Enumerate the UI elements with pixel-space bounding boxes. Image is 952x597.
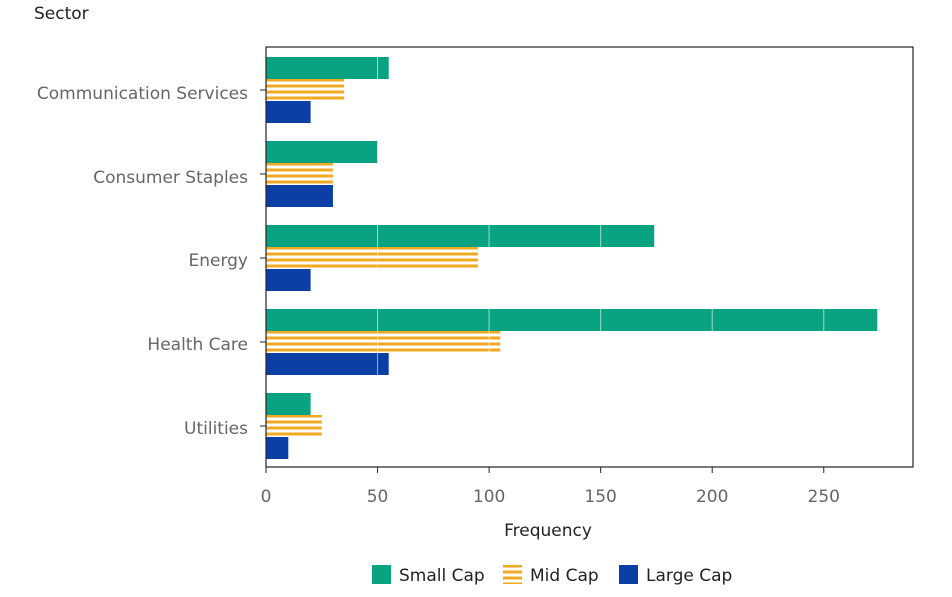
y-axis-title: Sector	[34, 4, 89, 24]
y-tick-label: Utilities	[184, 419, 248, 439]
grid-layer	[377, 47, 825, 467]
bar-mid-cap	[266, 331, 501, 353]
legend-label: Large Cap	[646, 566, 732, 586]
x-tick-label: 200	[696, 487, 728, 507]
legend-label: Small Cap	[399, 566, 485, 586]
bar-mid-cap	[266, 247, 478, 269]
bar-mid-cap	[266, 415, 322, 437]
x-axis-title: Frequency	[504, 521, 592, 541]
bar-mid-cap	[266, 163, 333, 185]
y-tick-label: Health Care	[147, 335, 248, 355]
y-tick-label: Consumer Staples	[93, 168, 248, 188]
bar-large-cap	[266, 269, 311, 291]
legend-swatch-small-cap	[372, 565, 391, 584]
y-tick-label: Communication Services	[37, 84, 248, 104]
x-tick-label: 0	[261, 487, 272, 507]
bar-large-cap	[266, 437, 289, 459]
bar-small-cap	[266, 393, 311, 415]
x-tick-label: 250	[808, 487, 840, 507]
legend: Small Cap Mid Cap Large Cap	[372, 565, 732, 586]
bar-large-cap	[266, 353, 389, 375]
y-tick-labels: Communication Services Consumer Staples …	[37, 84, 266, 439]
y-tick-label: Energy	[188, 251, 248, 271]
x-tick-label: 50	[367, 487, 389, 507]
x-tick-label: 150	[584, 487, 616, 507]
bars-layer	[266, 57, 878, 459]
bar-small-cap	[266, 57, 389, 79]
legend-swatch-large-cap	[619, 565, 638, 584]
legend-label: Mid Cap	[530, 566, 599, 586]
bar-large-cap	[266, 185, 333, 207]
plot-frame	[265, 46, 914, 468]
legend-swatch-mid-cap	[503, 565, 522, 584]
bar-small-cap	[266, 225, 655, 247]
x-tick-labels: 0 50 100 150 200 250	[261, 467, 840, 507]
bar-mid-cap	[266, 79, 345, 101]
bar-small-cap	[266, 141, 378, 163]
x-tick-label: 100	[473, 487, 505, 507]
bar-small-cap	[266, 309, 878, 331]
bar-large-cap	[266, 101, 311, 123]
